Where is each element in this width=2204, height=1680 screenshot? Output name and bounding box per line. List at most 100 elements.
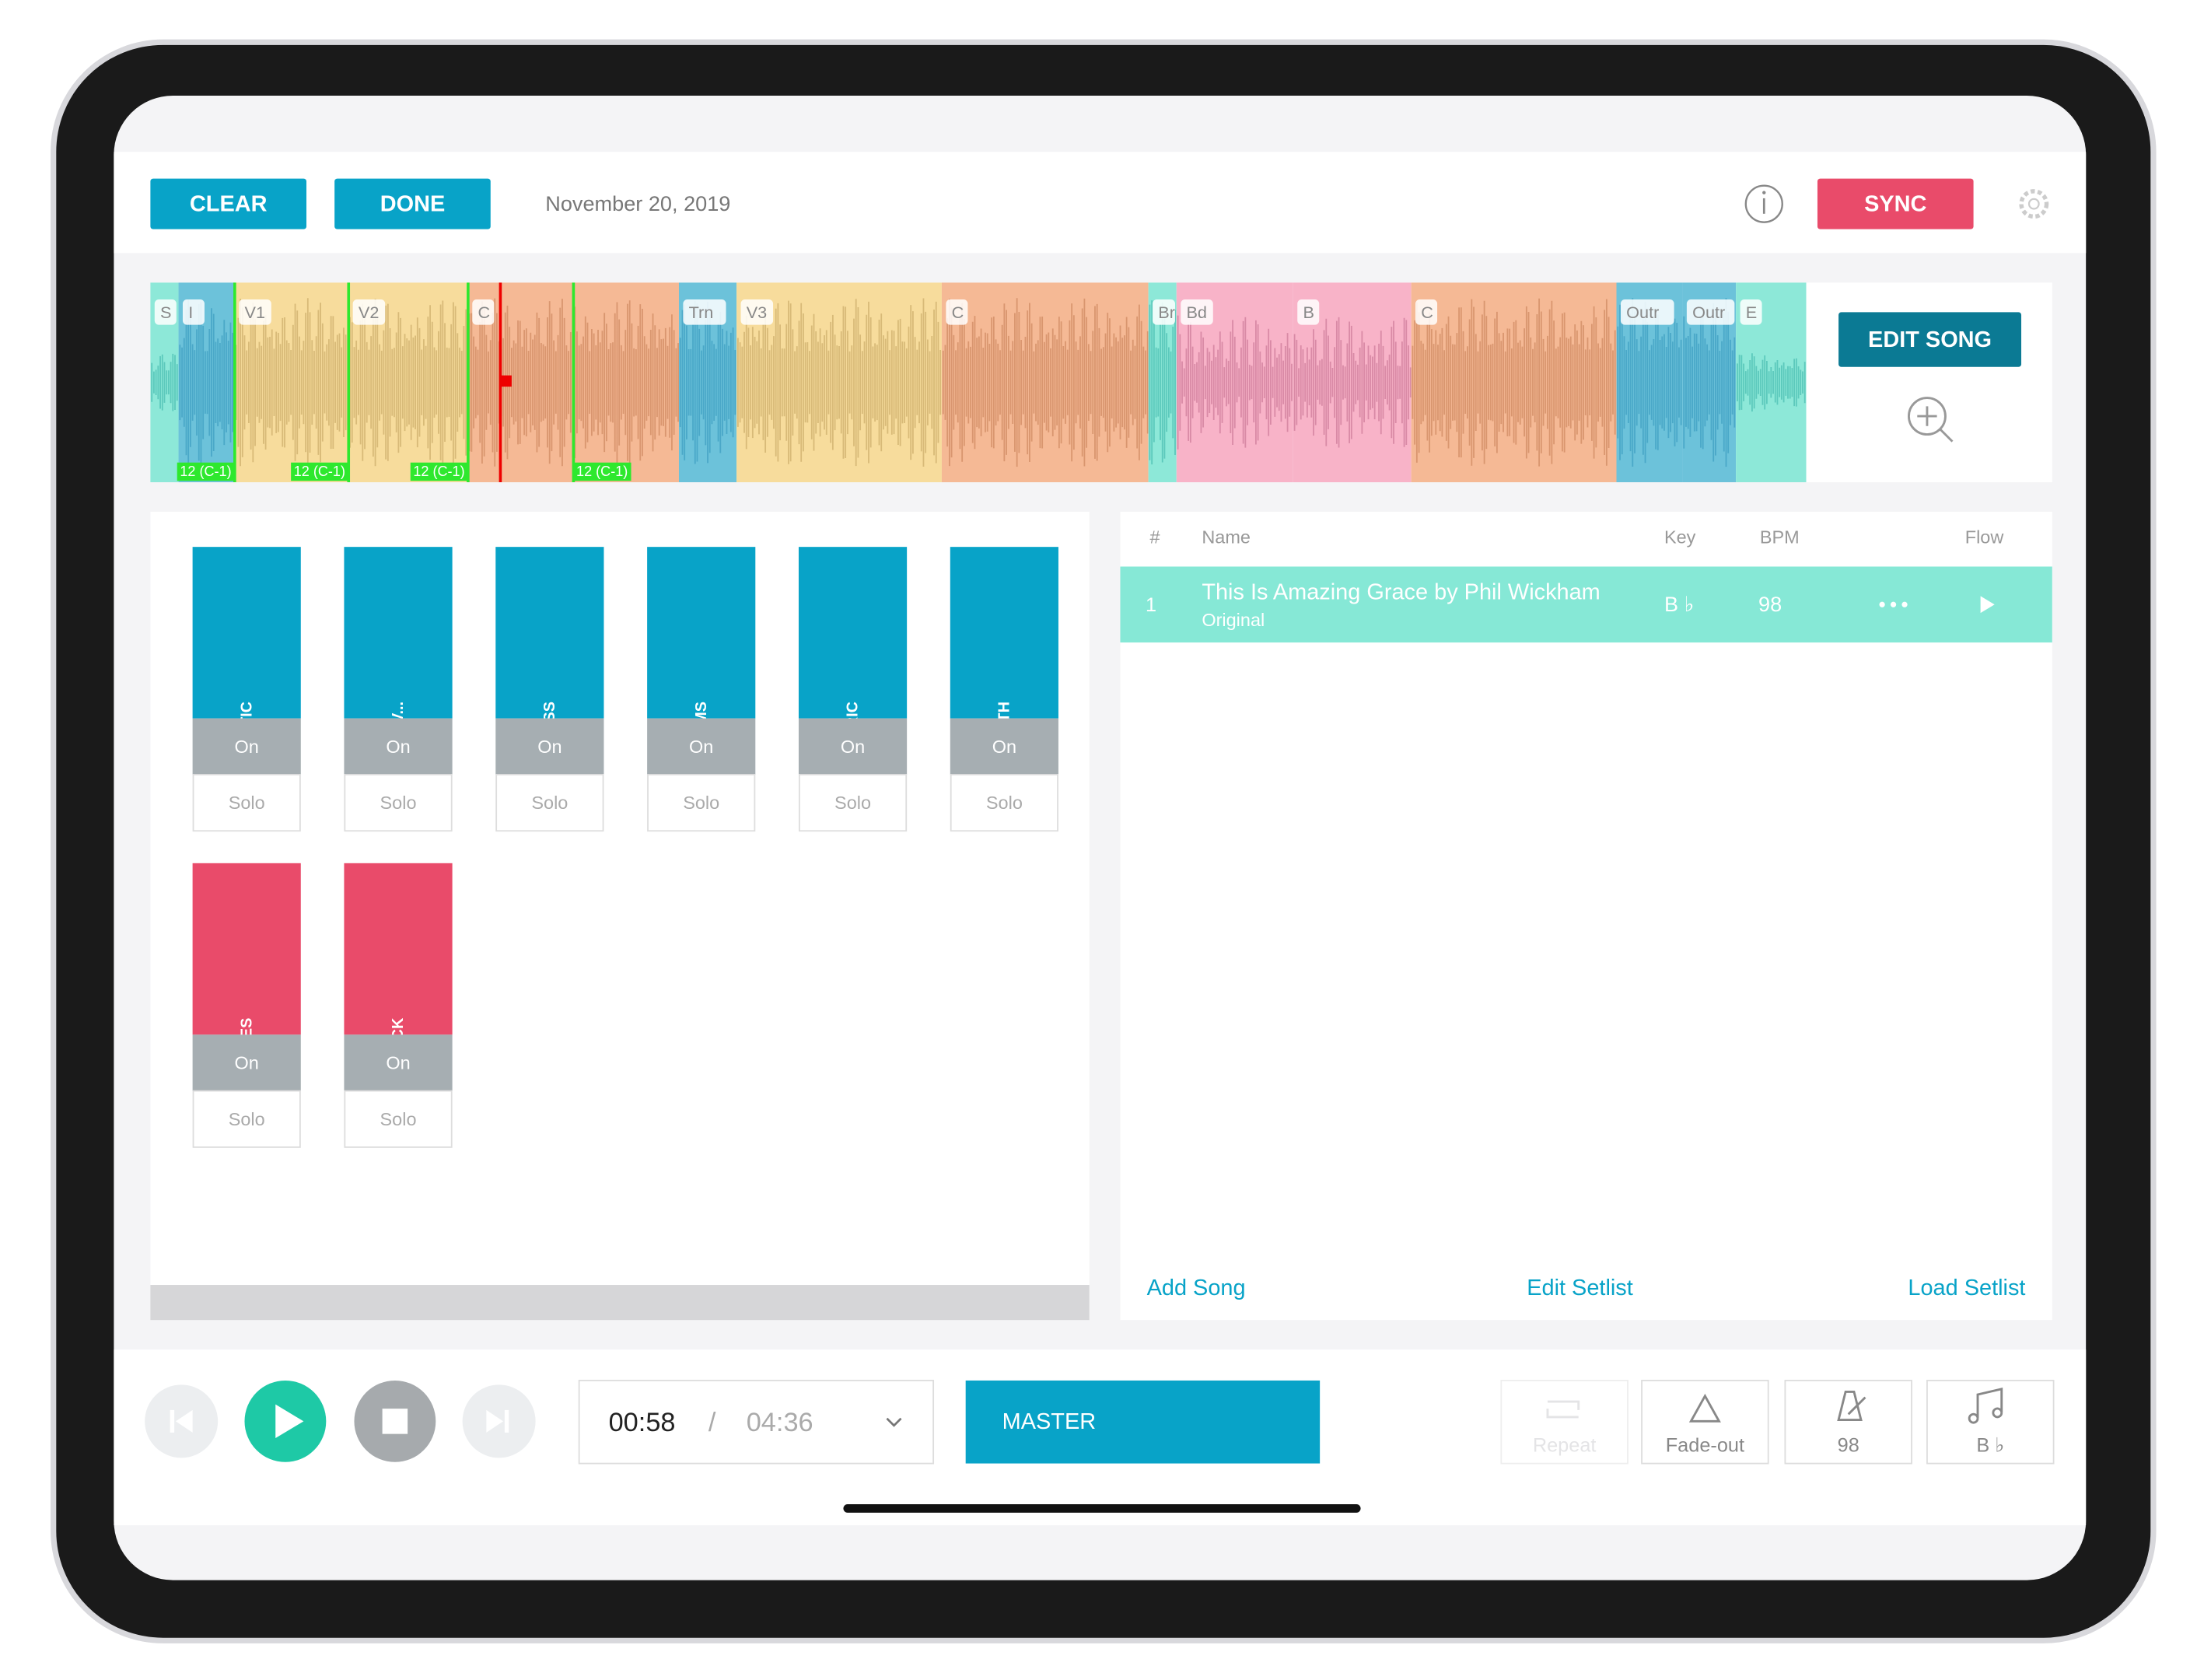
track-on [950,718,1058,775]
track-strip[interactable]: ELECTRICOnSolo [798,547,908,832]
waveform [1617,298,1682,467]
more-dot [1901,601,1908,607]
track-strip[interactable]: ACOUSTICOnSolo [192,547,301,832]
setlist-action[interactable]: Add Song [1147,1276,1246,1300]
toggle-button[interactable]: Repeat [1500,1380,1629,1465]
track-solo [344,1090,453,1148]
sync-button-label: SYNC [1864,192,1926,217]
toggle-bg [1784,1380,1912,1465]
track-strip[interactable]: DRUMSOnSolo [647,547,756,832]
mix-button[interactable]: MASTER [965,1380,1321,1464]
section-label-bg [946,299,968,325]
toggle-icon [1837,1390,1866,1421]
track-strip[interactable]: CLICKOnSolo [344,863,453,1148]
section-label-bg [1740,299,1762,325]
section-label: B [1297,299,1320,325]
section-label-bg [1686,299,1735,325]
section-label-text: Outr [1626,303,1659,322]
clear-button-bg [150,178,307,229]
track-color [950,547,1058,719]
section-label-text: C [952,303,964,322]
next-button-icon [486,1409,509,1433]
edit-song-button-bg [1838,312,2022,367]
playhead-handle [500,375,512,387]
dropdown-icon [886,1417,902,1427]
song-key: B ♭ [1664,592,1694,616]
section-label-bg [1415,299,1438,325]
clear-button[interactable]: CLEAR [150,178,307,229]
section-label-bg [182,299,205,325]
section-label: V1 [239,299,271,325]
mix-bg [965,1380,1321,1464]
edit-song-button[interactable]: EDIT SONG [1838,312,2022,367]
section-label: Br [1153,299,1175,325]
previous-button[interactable] [145,1384,219,1458]
edit-song-button-label: EDIT SONG [1868,327,1992,352]
track-color [798,547,908,719]
track-solo [192,1090,301,1148]
setlist-action[interactable]: Load Setlist [1908,1276,2025,1300]
gear-icon-hole [2027,198,2040,210]
section-label-text: S [160,303,171,322]
waveform [679,300,736,464]
toggle-button[interactable]: 98 [1784,1380,1912,1465]
done-button[interactable]: DONE [334,178,491,229]
more-dot [1879,601,1885,607]
track-strip[interactable]: BASSOnSolo [495,547,604,832]
cue-marker-label: 12 (C-1) [576,464,628,479]
song-name: This Is Amazing Grace by Phil Wickham [1202,579,1600,604]
toggle-label: Fade-out [1666,1435,1744,1457]
toggle-icon [1688,1393,1721,1423]
song-bpm: 98 [1758,592,1782,616]
waveform [151,353,178,411]
section-label-text: V3 [747,303,768,322]
setlist-header: # [1149,527,1160,548]
section-label-bg [1181,299,1213,325]
track-on [495,718,604,775]
toggle-label: 98 [1838,1435,1859,1457]
tracks-panel [150,511,1090,1321]
play-song-icon [1980,596,1995,614]
section-label: C [1415,299,1438,325]
gear-icon [2019,189,2049,219]
setlist-row[interactable]: 1 This Is Amazing Grace by Phil Wickham Or… [1120,566,2052,643]
zoom-button[interactable] [1908,397,1954,443]
next-button[interactable] [462,1384,536,1458]
song-number: 1 [1146,594,1156,616]
toggle-button[interactable]: Fade-out [1641,1380,1769,1465]
toggle-button[interactable]: B ♭ [1926,1380,2055,1465]
toggle-label: Repeat [1533,1435,1597,1457]
track-color [495,547,604,719]
waveform [1412,298,1616,467]
setlist-action[interactable]: Edit Setlist [1527,1276,1633,1300]
timeline[interactable]: S I V1 V2 C Trn V3 C Br Bd B C Outr Outr E 12 (C-1) 12 (… [150,282,1807,483]
section-label-text: C [1421,303,1433,322]
sync-button-bg [1817,178,1974,229]
track-strip[interactable]: SYNTHOnSolo [950,547,1058,832]
track-on [647,718,756,775]
toggle-label: B ♭ [1976,1435,2004,1457]
setlist-header: Flow [1965,527,2005,548]
track-solo [344,774,453,832]
section-label-bg [1297,299,1320,325]
section-label-text: C [478,303,491,322]
section-label: S [154,299,177,325]
toggle-icon [1968,1387,2003,1424]
waveform [942,298,1149,467]
track-strip[interactable]: CUESOnSolo [192,863,301,1148]
section-label-bg [154,299,177,325]
setlist-header: Name [1202,527,1251,548]
sync-button[interactable]: SYNC [1817,178,1974,229]
time-display[interactable]: 00:58 / 04:36 [578,1380,935,1465]
cue-marker-tag [291,462,349,481]
play-button[interactable] [244,1380,327,1462]
section-label-text: Outr [1692,303,1725,322]
stop-button[interactable] [354,1380,436,1462]
track-on [344,718,453,775]
info-button[interactable] [1744,184,1783,223]
settings-button[interactable] [2019,189,2049,219]
section-label-bg [239,299,271,325]
section-label: Outr [1620,299,1674,325]
